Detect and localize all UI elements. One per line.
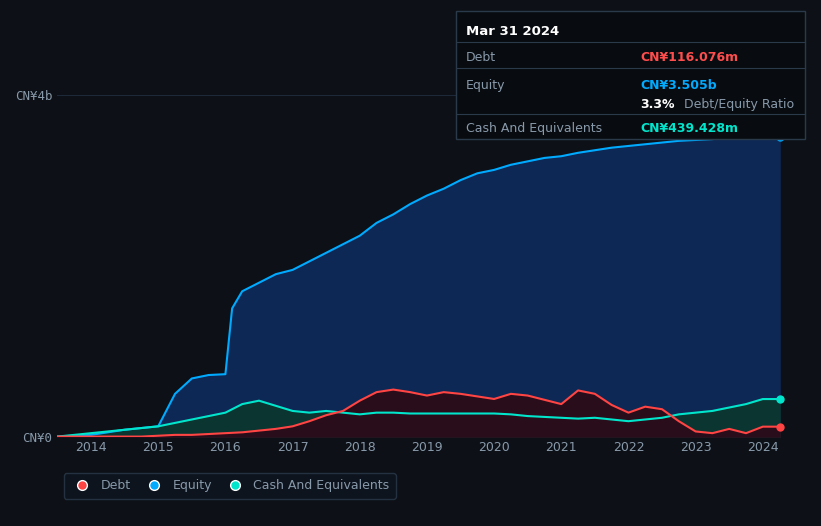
Text: CN¥439.428m: CN¥439.428m xyxy=(640,122,738,135)
Text: 3.3%: 3.3% xyxy=(640,98,675,110)
Text: Debt/Equity Ratio: Debt/Equity Ratio xyxy=(680,98,794,110)
Text: CN¥116.076m: CN¥116.076m xyxy=(640,52,739,64)
Text: Debt: Debt xyxy=(466,52,496,64)
Text: CN¥3.505b: CN¥3.505b xyxy=(640,79,717,92)
Text: Cash And Equivalents: Cash And Equivalents xyxy=(466,122,602,135)
Text: Mar 31 2024: Mar 31 2024 xyxy=(466,25,559,38)
Text: Equity: Equity xyxy=(466,79,505,92)
Legend: Debt, Equity, Cash And Equivalents: Debt, Equity, Cash And Equivalents xyxy=(64,473,396,499)
